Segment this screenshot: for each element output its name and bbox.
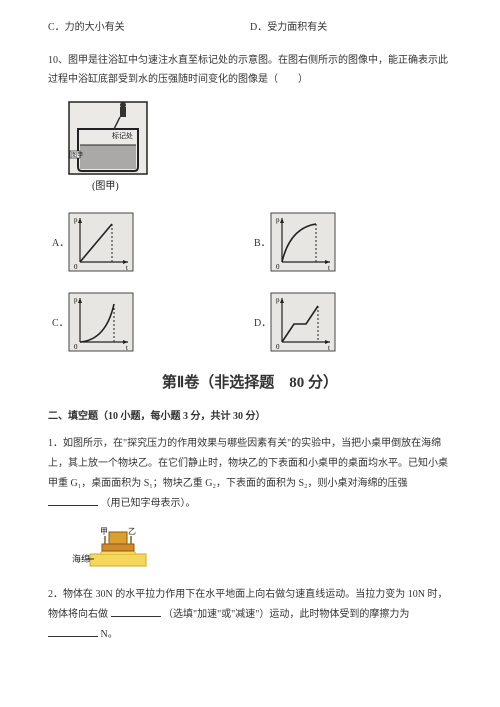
graph-a: p t 0 xyxy=(68,212,136,274)
svg-text:0: 0 xyxy=(74,263,78,271)
svg-text:t: t xyxy=(126,264,128,272)
graph-b: p t 0 xyxy=(270,212,338,274)
figure-bathtub: 标记处 图甲 (图甲) xyxy=(48,101,452,198)
fill-q2: 2．物体在 30N 的水平拉力作用下在水平地面上向右做匀速直线运动。当拉力变为 … xyxy=(48,585,452,645)
fill-q2-blank-1[interactable] xyxy=(111,605,161,617)
option-d: D．受力面积有关 xyxy=(250,20,452,35)
svg-text:0: 0 xyxy=(276,343,280,351)
graph-a-label: A． xyxy=(48,236,68,251)
fill-q2-blank-2[interactable] xyxy=(48,625,98,637)
graph-d: p t 0 xyxy=(270,292,338,354)
svg-text:p: p xyxy=(74,216,78,224)
svg-text:p: p xyxy=(276,296,280,304)
svg-text:乙: 乙 xyxy=(128,527,136,536)
option-row: C．力的大小有关 D．受力面积有关 xyxy=(48,20,452,35)
fill-q1-text-b: （用已知字母表示）。 xyxy=(101,498,196,509)
svg-text:0: 0 xyxy=(74,343,78,351)
svg-text:t: t xyxy=(126,344,128,352)
bathtub-caption: (图甲) xyxy=(92,180,119,192)
question-10: 10、图甲是往浴缸中匀速注水直至标记处的示意图。在图右侧所示的图像中，能正确表示… xyxy=(48,51,452,89)
fill-q2-text-c: N。 xyxy=(101,629,118,640)
graph-row-ab: A． p t 0 B． p t 0 xyxy=(48,212,452,274)
figure-block-sponge: 甲 乙 海绵 xyxy=(72,524,452,575)
option-c: C．力的大小有关 xyxy=(48,20,250,35)
svg-text:0: 0 xyxy=(276,263,280,271)
svg-text:t: t xyxy=(328,344,330,352)
graph-c: p t 0 xyxy=(68,292,136,354)
graph-row-cd: C． p t 0 D． p t 0 xyxy=(48,292,452,354)
fill-q1: 1．如图所示，在"探究压力的作用效果与哪些因素有关"的实验中，当把小桌甲倒放在海… xyxy=(48,434,452,514)
graph-c-label: C． xyxy=(48,316,68,331)
svg-text:t: t xyxy=(328,264,330,272)
svg-text:甲: 甲 xyxy=(100,527,108,536)
fill-q2-text-b: （选填"加速"或"减速"）运动，此时物体受到的摩擦力为 xyxy=(163,609,409,620)
fill-q1-text-a: 1．如图所示，在"探究压力的作用效果与哪些因素有关"的实验中，当把小桌甲倒放在海… xyxy=(48,438,448,489)
svg-text:p: p xyxy=(74,296,78,304)
svg-text:p: p xyxy=(276,216,280,224)
graph-b-label: B． xyxy=(250,236,270,251)
mark-label: 标记处 xyxy=(112,131,133,140)
graph-d-label: D． xyxy=(250,316,270,331)
section-2-sub: 二、填空题（10 小题，每小题 3 分，共计 30 分） xyxy=(48,409,452,424)
fill-q1-blank[interactable] xyxy=(48,494,98,506)
section-2-title: 第Ⅱ卷（非选择题 80 分） xyxy=(48,372,452,395)
bathtub-image: 标记处 图甲 (图甲) xyxy=(68,101,452,198)
svg-text:海绵: 海绵 xyxy=(72,553,90,564)
svg-text:图甲: 图甲 xyxy=(71,152,83,159)
